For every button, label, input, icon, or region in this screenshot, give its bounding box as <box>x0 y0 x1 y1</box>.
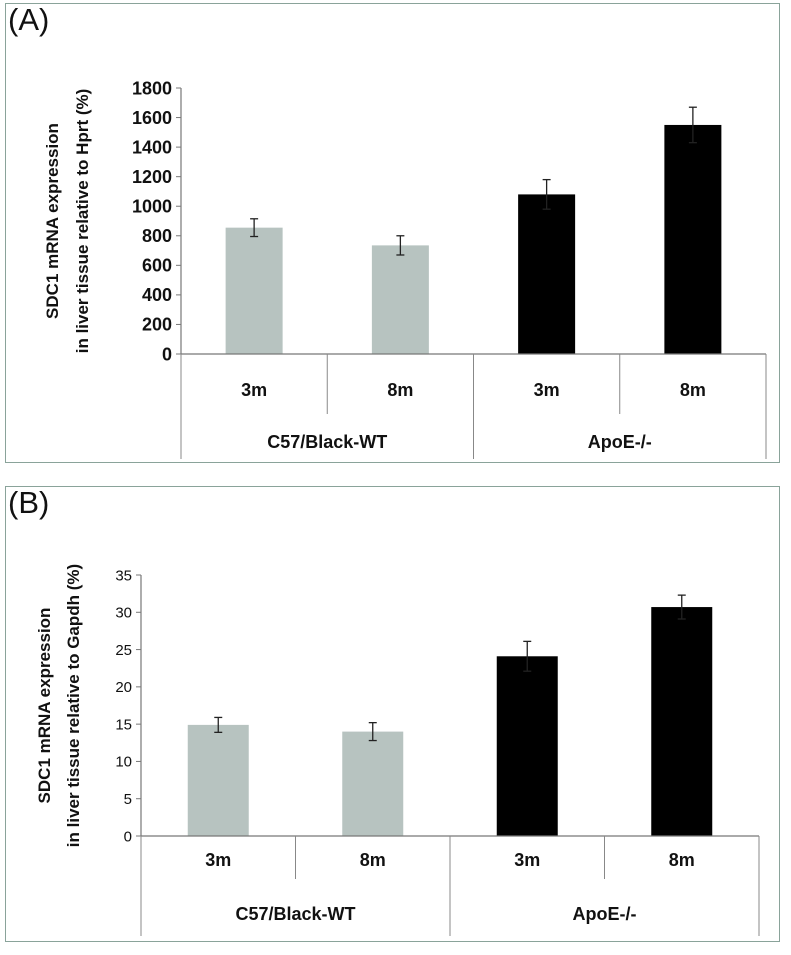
bar <box>187 724 249 836</box>
y-tick-label: 0 <box>124 828 132 845</box>
x-category-label: 8m <box>680 380 706 400</box>
x-category-label: 3m <box>534 380 560 400</box>
y-tick-label: 800 <box>142 226 172 246</box>
y-tick-label: 10 <box>115 754 132 771</box>
x-category-label: 3m <box>514 850 540 870</box>
y-tick-label: 1200 <box>132 167 172 187</box>
y-tick-label: 1800 <box>132 78 172 98</box>
y-tick-label: 1400 <box>132 137 172 157</box>
x-category-label: 8m <box>360 850 386 870</box>
x-group-label: C57/Black-WT <box>267 432 387 452</box>
y-tick-label: 200 <box>142 315 172 335</box>
x-category-label: 3m <box>241 380 267 400</box>
y-tick-label: 1000 <box>132 197 172 217</box>
x-category-label: 8m <box>669 850 695 870</box>
y-axis-label: SDC1 mRNA expression <box>43 123 62 319</box>
x-group-label: C57/Black-WT <box>235 904 355 924</box>
y-tick-label: 35 <box>115 567 132 584</box>
bar <box>371 245 429 354</box>
y-tick-label: 600 <box>142 256 172 276</box>
panel-label-a: (A) <box>8 2 50 37</box>
x-category-label: 8m <box>387 380 413 400</box>
y-tick-label: 1600 <box>132 108 172 128</box>
chart-a-svg: 0 200 400 600 800 1000 1200 1400 1600 1800 3m 8m 3m 8… <box>43 78 767 459</box>
bar <box>225 227 283 354</box>
y-tick-label: 25 <box>115 642 132 659</box>
x-group-label: ApoE-/- <box>573 904 637 924</box>
y-tick-label: 0 <box>162 344 172 364</box>
bar <box>664 124 722 354</box>
bar <box>518 194 576 354</box>
y-tick-label: 30 <box>115 605 132 622</box>
panel-label-b: (B) <box>8 485 50 520</box>
bar <box>651 607 713 836</box>
bar <box>496 656 558 836</box>
y-axis-label: in liver tissue relative to Gapdh (%) <box>64 564 83 847</box>
x-category-label: 3m <box>205 850 231 870</box>
y-tick-label: 400 <box>142 285 172 305</box>
chart-panel-a: (A) 0 200 400 600 800 1000 1200 1400 1600 1800 3m 8… <box>5 2 780 463</box>
x-group-label: ApoE-/- <box>588 432 652 452</box>
chart-panel-b: (B) 0 5 10 15 20 25 30 35 3m 8m 3m 8m C57/Black-WT Ap… <box>5 485 780 942</box>
y-tick-label: 20 <box>115 679 132 696</box>
y-axis-label: in liver tissue relative to Hprt (%) <box>73 89 92 354</box>
chart-b-svg: 0 5 10 15 20 25 30 35 3m 8m 3m 8m C57/Black-WT ApoE-/… <box>35 564 760 936</box>
bar <box>342 731 404 836</box>
y-tick-label: 15 <box>115 716 132 733</box>
y-tick-label: 5 <box>124 791 132 808</box>
y-axis-label: SDC1 mRNA expression <box>35 608 54 804</box>
